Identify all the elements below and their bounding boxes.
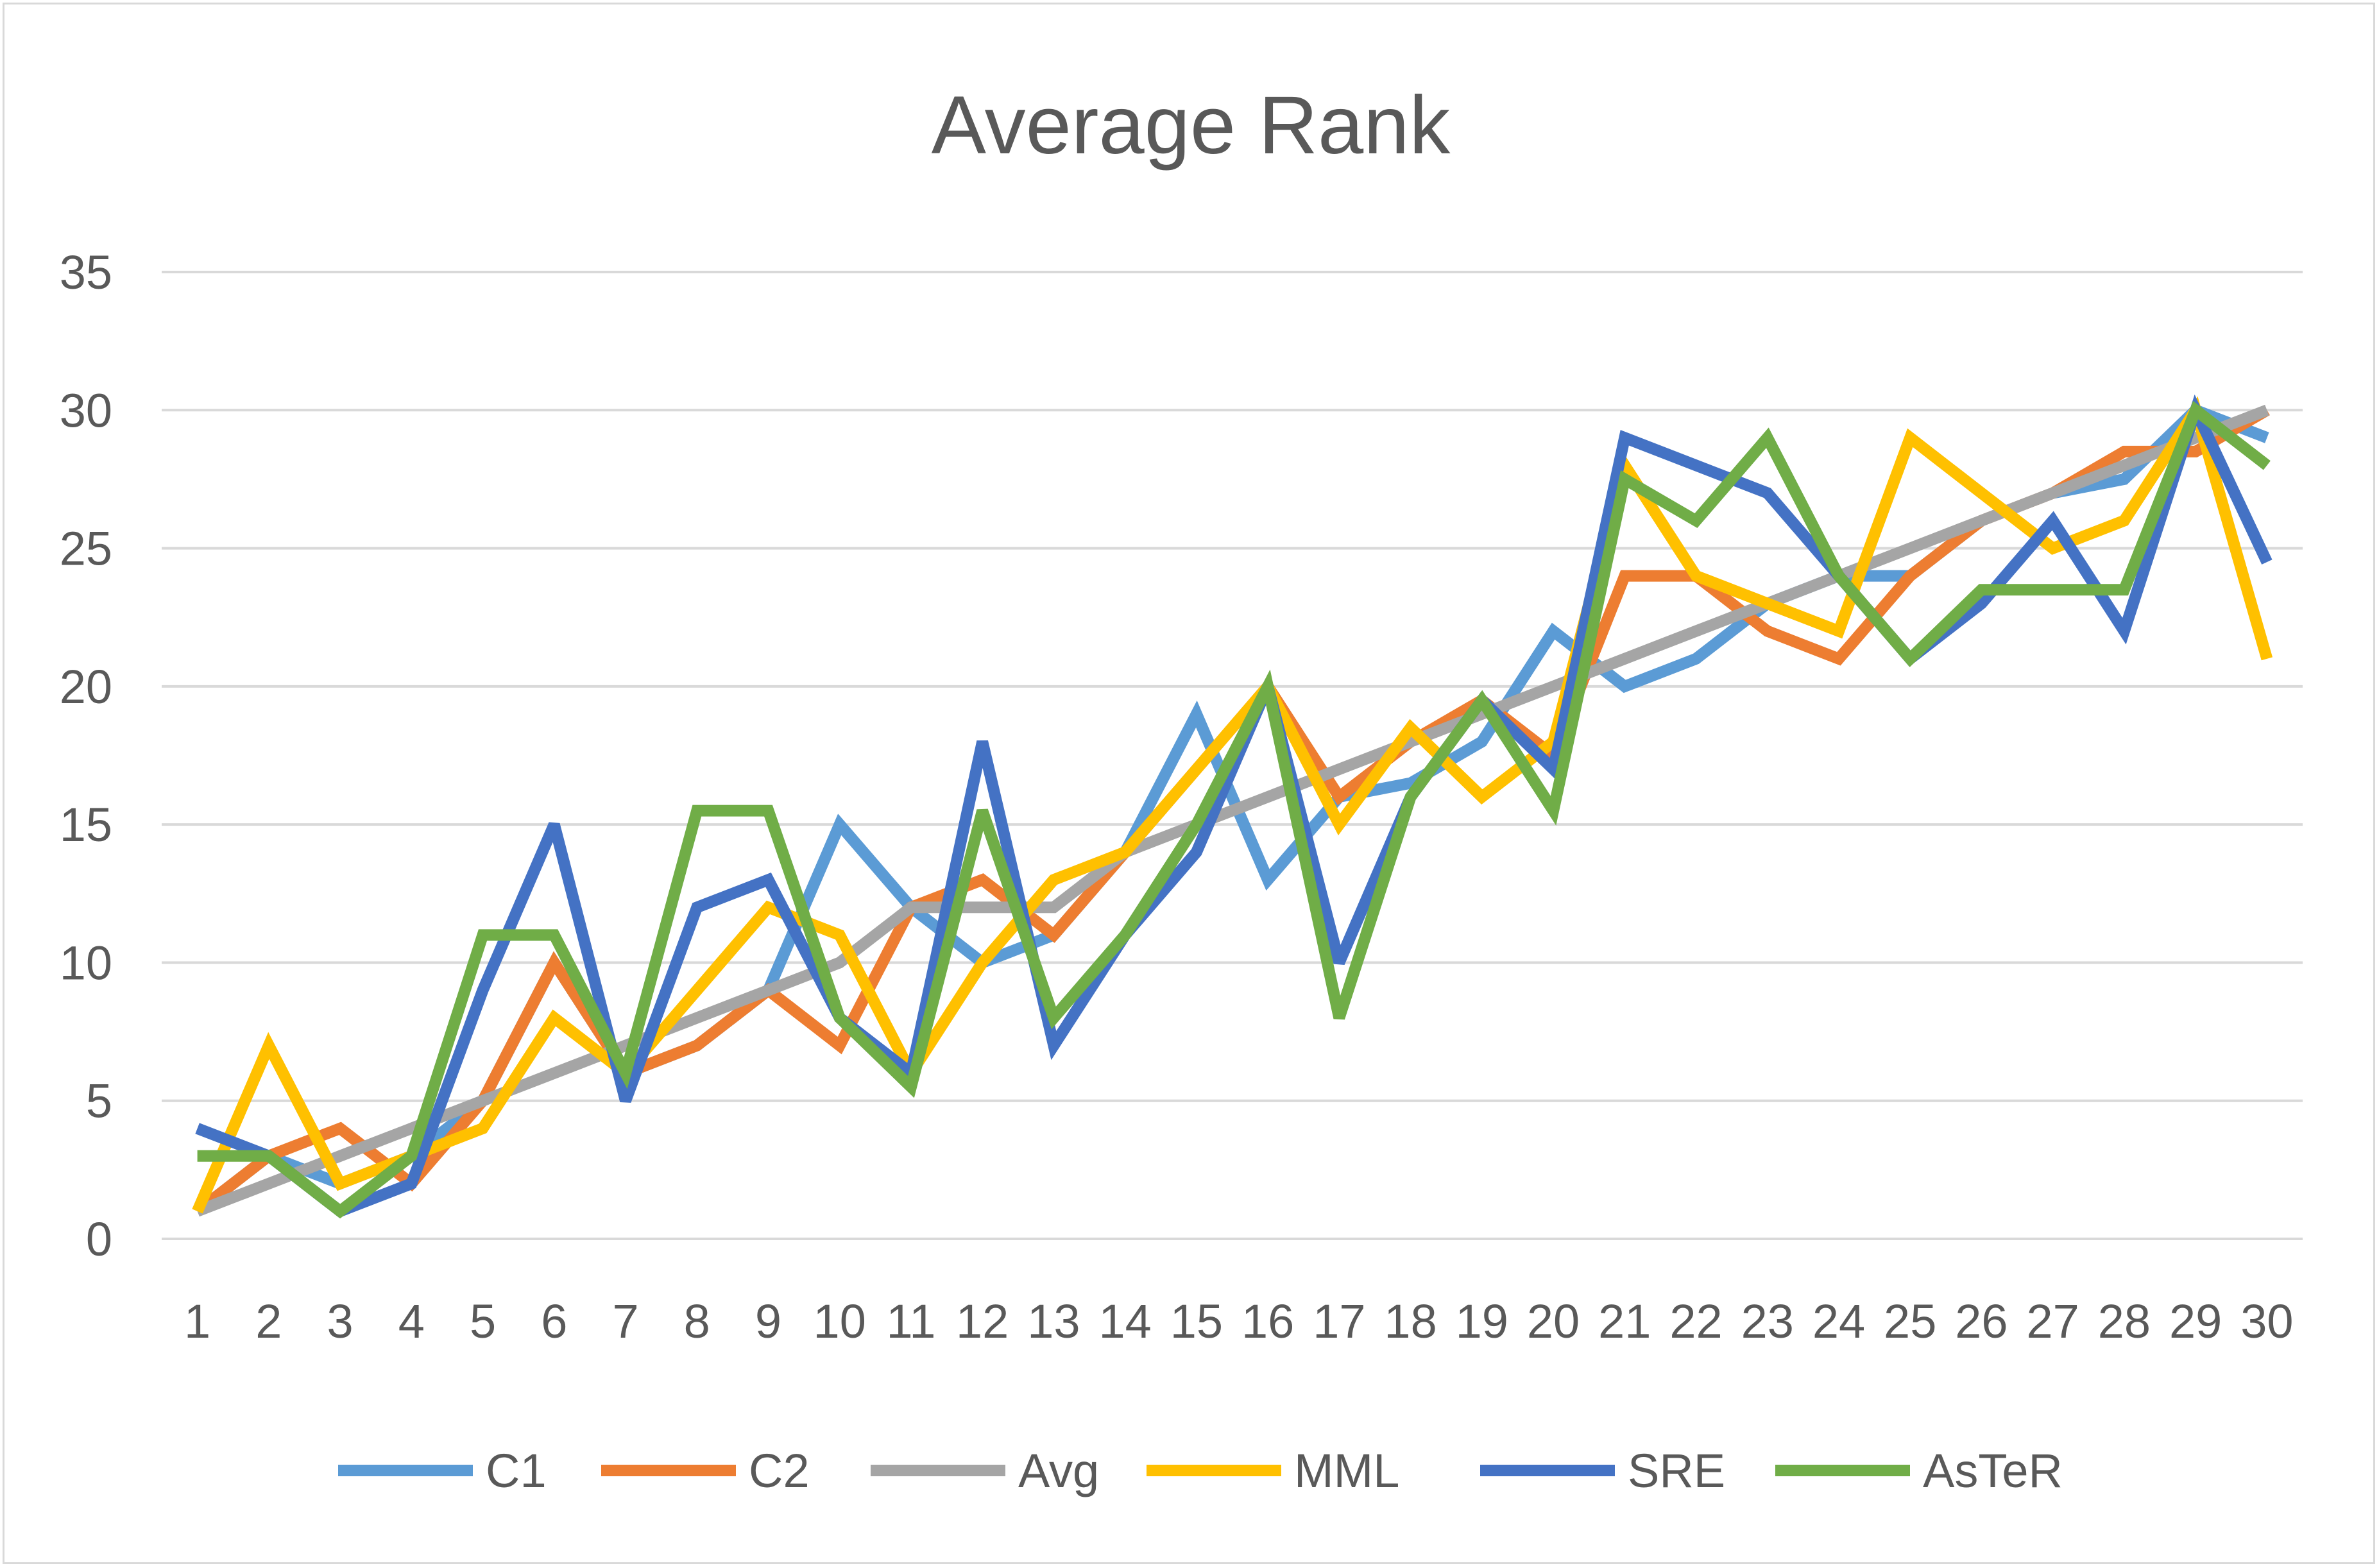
- x-tick-label: 7: [612, 1295, 638, 1348]
- legend-label-aster: AsTeR: [1923, 1444, 2063, 1497]
- y-tick-label: 20: [60, 660, 112, 713]
- x-tick-label: 5: [470, 1295, 496, 1348]
- x-tick-label: 25: [1884, 1295, 1936, 1348]
- x-tick-label: 14: [1098, 1295, 1151, 1348]
- chart-title: Average Rank: [932, 80, 1451, 171]
- x-tick-label: 11: [887, 1295, 936, 1348]
- x-tick-label: 23: [1741, 1295, 1794, 1348]
- y-tick-label: 30: [60, 384, 112, 437]
- y-tick-label: 5: [86, 1075, 112, 1128]
- x-tick-label: 18: [1384, 1295, 1437, 1348]
- legend-label-mml: MML: [1294, 1444, 1399, 1497]
- x-tick-label: 3: [327, 1295, 354, 1348]
- x-tick-label: 21: [1598, 1295, 1651, 1348]
- y-tick-label: 10: [60, 936, 112, 989]
- x-tick-label: 27: [2027, 1295, 2079, 1348]
- legend-label-c2: C2: [749, 1444, 810, 1497]
- x-tick-label: 4: [398, 1295, 425, 1348]
- legend-label-c1: C1: [486, 1444, 547, 1497]
- y-tick-label: 35: [60, 246, 112, 299]
- y-tick-label: 0: [86, 1213, 112, 1266]
- x-tick-label: 22: [1669, 1295, 1722, 1348]
- x-tick-label: 19: [1456, 1295, 1508, 1348]
- x-tick-label: 28: [2098, 1295, 2151, 1348]
- y-axis-ticks: 0 5 10 15 20 25 30 35: [60, 246, 112, 1266]
- x-tick-label: 20: [1527, 1295, 1580, 1348]
- x-tick-label: 16: [1241, 1295, 1294, 1348]
- x-tick-label: 6: [541, 1295, 567, 1348]
- x-tick-label: 30: [2240, 1295, 2293, 1348]
- x-tick-label: 9: [755, 1295, 781, 1348]
- series-line-aster: [197, 400, 2271, 1219]
- x-tick-label: 17: [1313, 1295, 1365, 1348]
- x-tick-label: 26: [1955, 1295, 2008, 1348]
- legend-label-sre: SRE: [1628, 1444, 1725, 1497]
- x-axis-ticks: 1 2 3 4 5 6 7 8 9 10 11 12 13 14 15 16 17 18 19 20 21 22 23 24 2…: [184, 1295, 2294, 1348]
- x-tick-label: 1: [184, 1295, 210, 1348]
- x-tick-label: 12: [956, 1295, 1009, 1348]
- x-tick-label: 29: [2169, 1295, 2222, 1348]
- gridlines: [162, 271, 2303, 1240]
- series-line-avg: [195, 404, 2269, 1217]
- series-line-mml: [192, 396, 2273, 1214]
- x-tick-label: 2: [255, 1295, 282, 1348]
- legend-label-avg: Avg: [1018, 1444, 1099, 1497]
- x-tick-label: 24: [1812, 1295, 1865, 1348]
- x-tick-label: 10: [814, 1295, 866, 1348]
- x-tick-label: 8: [684, 1295, 710, 1348]
- chart-frame: Average Rank 0 5 10 15 20 25 30 35 1 2 3 4 5 6 7 8 9 10 1…: [3, 3, 2375, 1564]
- x-tick-label: 15: [1170, 1295, 1223, 1348]
- y-tick-label: 25: [60, 522, 112, 575]
- y-tick-label: 15: [60, 798, 112, 851]
- x-tick-label: 13: [1027, 1295, 1080, 1348]
- series-lines: [192, 394, 2273, 1219]
- legend: C1 C2 Avg MML SRE AsTeR: [338, 1444, 2063, 1497]
